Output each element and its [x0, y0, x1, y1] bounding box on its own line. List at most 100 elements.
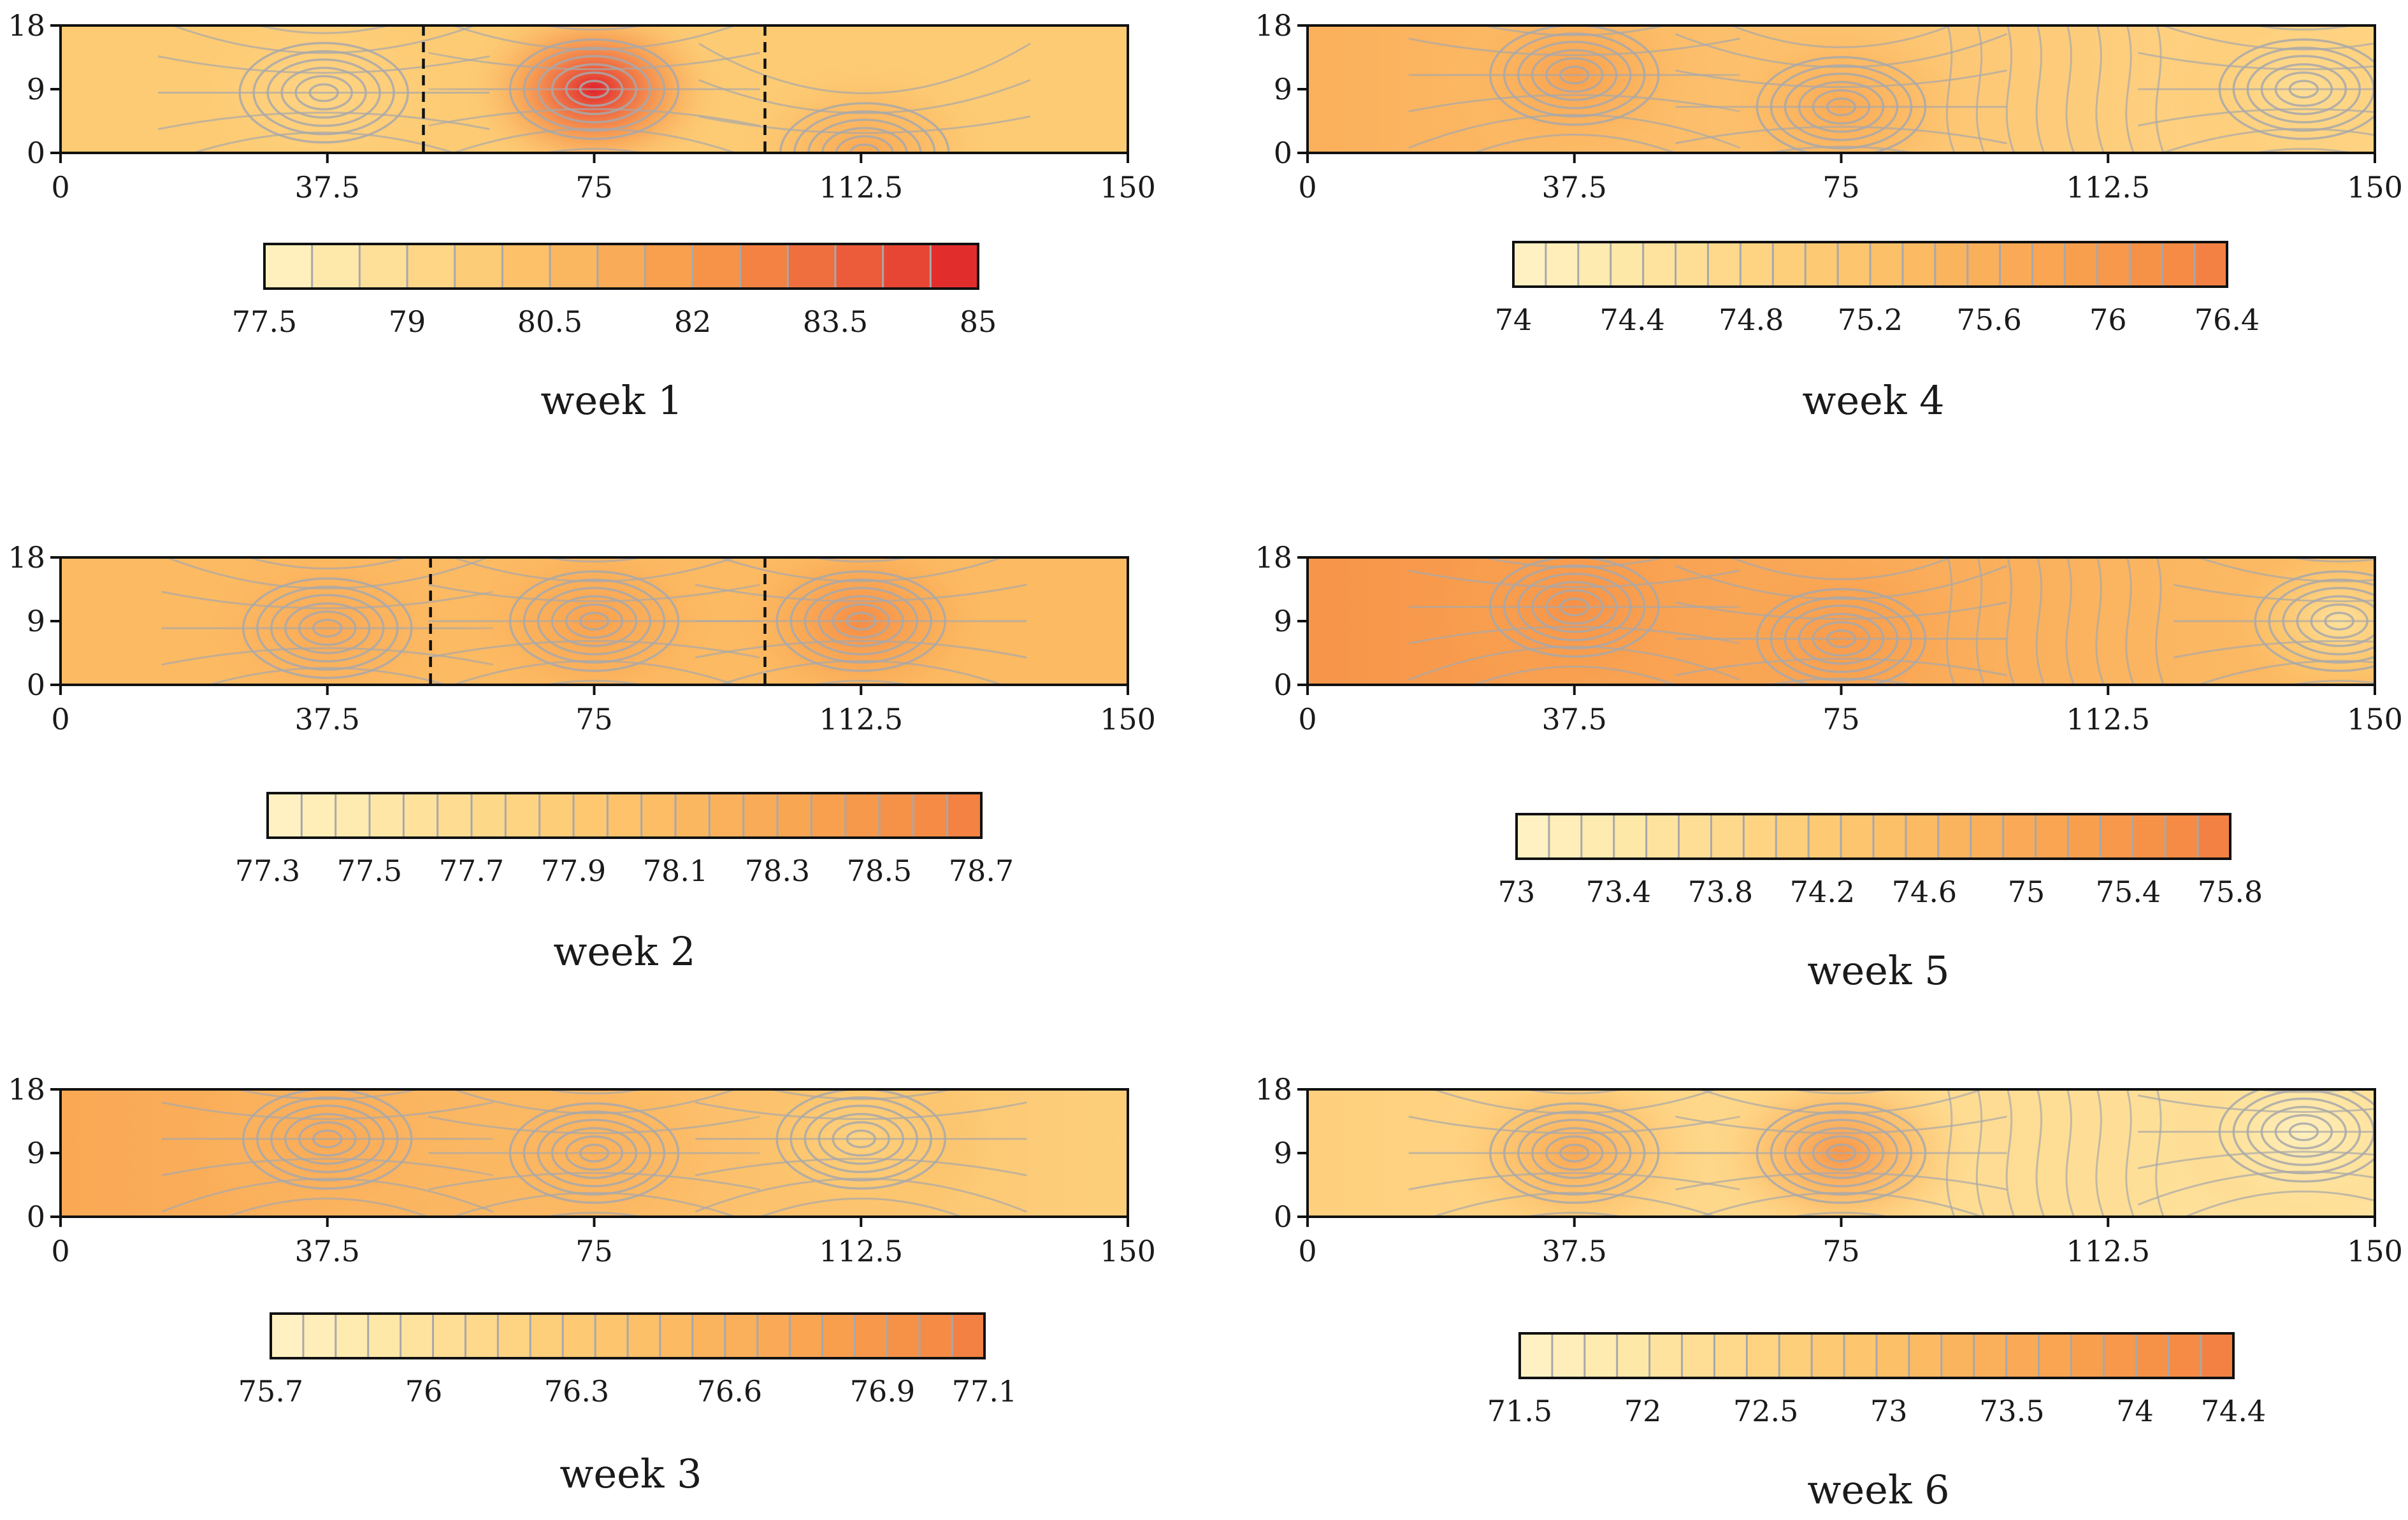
contour-line	[1698, 1089, 1985, 1115]
colorbar-band	[822, 1314, 855, 1358]
colorbar-band	[1646, 814, 1680, 859]
colorbar-band	[505, 793, 540, 838]
contour-line	[1408, 645, 1741, 681]
contour-line	[157, 55, 490, 74]
x-tick-label: 0	[1298, 170, 1316, 204]
colorbar-tick-label: 79	[389, 305, 426, 339]
contour-line	[2065, 557, 2075, 685]
colorbar-band	[660, 1314, 693, 1358]
contour-line	[2065, 25, 2075, 153]
x-tick-label: 150	[1100, 170, 1156, 204]
colorbar-band	[597, 244, 645, 289]
colorbar-band	[1773, 242, 1806, 287]
contour-line	[2035, 1089, 2045, 1217]
colorbar-band	[1545, 242, 1579, 287]
colorbar-tick-label: 77.9	[541, 854, 606, 888]
contour-line	[2286, 680, 2375, 685]
contour-line	[428, 640, 760, 659]
x-tick-label: 37.5	[1542, 1234, 1607, 1268]
colorbar-band	[1905, 814, 1939, 859]
colorbar-band	[433, 1314, 466, 1358]
colorbar-band	[437, 793, 472, 838]
plot-area	[1308, 1089, 2375, 1217]
contour-line	[1945, 1089, 1956, 1217]
panel-title: week 5	[1807, 947, 1949, 994]
colorbar-band	[303, 1314, 336, 1358]
contour-line	[542, 25, 647, 31]
plot-area	[1308, 557, 2375, 685]
contour-line	[164, 557, 491, 590]
y-tick-label: 0	[27, 1200, 45, 1234]
contour-line	[428, 52, 760, 71]
colorbar-band	[1740, 242, 1773, 287]
colorbar-band	[1908, 1333, 1942, 1378]
colorbar-band	[1967, 242, 2001, 287]
contour-line	[2035, 25, 2045, 153]
contour-line	[1675, 32, 2008, 68]
contour-line	[2095, 25, 2105, 153]
colorbar-band	[454, 244, 503, 289]
colorbar-band	[1548, 814, 1582, 859]
contour-line	[779, 102, 950, 153]
colorbar-tick-label: 73.8	[1688, 875, 1753, 909]
contour-line	[542, 148, 647, 153]
contour-line	[1764, 677, 1919, 685]
colorbar: 73 73.4 73.8 74.2 74.6 75 75.4 75.8	[1498, 813, 2263, 909]
colorbar-band	[2165, 814, 2198, 859]
y-tick-label: 9	[1274, 72, 1292, 106]
colorbar-band	[264, 244, 313, 289]
colorbar-band	[854, 1314, 888, 1358]
colorbar-tick-label: 78.5	[847, 854, 912, 888]
colorbar-frame	[266, 792, 983, 839]
x-tick-label: 75	[1822, 170, 1860, 204]
colorbar-tick-label: 77.5	[337, 854, 402, 888]
x-tick-label: 75	[575, 170, 613, 204]
colorbar-band	[1708, 242, 1741, 287]
contour-line	[2138, 52, 2375, 71]
x-tick-label: 37.5	[1542, 702, 1607, 736]
colorbar-tick-label: 85	[960, 305, 997, 339]
colorbar-band	[530, 1314, 563, 1358]
colorbar-band	[947, 793, 982, 838]
colorbar-band	[1812, 1333, 1845, 1378]
contour-line	[2065, 1089, 2075, 1217]
contour-line	[1675, 69, 2007, 89]
contour-line	[161, 1101, 494, 1121]
plot-area	[61, 25, 1128, 153]
colorbar-band	[628, 1314, 661, 1358]
x-tick-label: 150	[1100, 1234, 1156, 1268]
colorbar-band	[2168, 1333, 2202, 1378]
colorbar-band	[811, 793, 846, 838]
colorbar: 77.3 77.5 77.7 77.9 78.1 78.3 78.5 78.7	[235, 792, 1014, 888]
contour-line	[1480, 25, 1669, 36]
contour-line	[1408, 1172, 1741, 1191]
contour-line	[2286, 557, 2375, 563]
colorbar-band	[1776, 814, 1809, 859]
contour-line	[161, 591, 494, 610]
contour-line	[1789, 1212, 1894, 1217]
panel-title: week 2	[553, 928, 695, 975]
colorbar-band	[407, 244, 456, 289]
contour-line	[428, 108, 760, 127]
x-tick-label: 0	[1298, 702, 1316, 736]
colorbar-tick-label: 75.4	[2096, 875, 2161, 909]
contour-line	[245, 557, 409, 570]
contour-line	[2138, 108, 2375, 127]
colorbar-band	[1844, 1333, 1877, 1378]
colorbar-tick-label: 74.8	[1719, 303, 1784, 337]
colorbar-tick-label: 71.5	[1487, 1394, 1552, 1428]
colorbar-band	[268, 793, 302, 838]
x-tick-label: 112.5	[819, 170, 903, 204]
colorbar-band	[1935, 242, 1968, 287]
colorbar-band	[1808, 814, 1842, 859]
colorbar-tick-label: 72	[1624, 1394, 1662, 1428]
colorbar-band	[1617, 1333, 1650, 1378]
contour-line	[542, 1089, 647, 1094]
colorbar-band	[887, 1314, 920, 1358]
colorbar-band	[2038, 1333, 2072, 1378]
contour-line	[835, 135, 894, 153]
plot-area	[61, 1089, 1128, 1217]
colorbar-tick-label: 76	[405, 1374, 443, 1409]
